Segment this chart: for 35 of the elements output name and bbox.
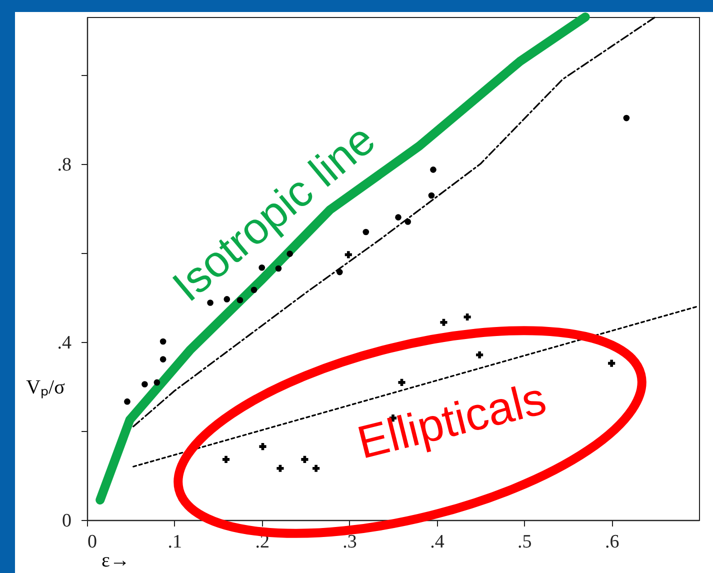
point bbox=[362, 228, 370, 236]
point bbox=[404, 218, 412, 225]
point bbox=[344, 251, 352, 258]
point bbox=[464, 313, 471, 321]
x-tick-label: .6 bbox=[604, 532, 620, 552]
point bbox=[142, 381, 148, 388]
point bbox=[259, 443, 266, 450]
point bbox=[312, 464, 320, 472]
point bbox=[301, 456, 308, 463]
x-axis-title: ε→ bbox=[102, 550, 130, 572]
point bbox=[276, 464, 284, 472]
point bbox=[160, 338, 166, 345]
point bbox=[440, 318, 448, 326]
y-tick-label: .4 bbox=[57, 332, 72, 354]
point bbox=[124, 398, 130, 405]
x-tick-label: .4 bbox=[430, 532, 445, 552]
point bbox=[336, 268, 343, 276]
x-tick-label: 0 bbox=[88, 532, 97, 552]
point bbox=[608, 360, 616, 367]
point bbox=[428, 192, 435, 199]
y-tick-label: .8 bbox=[57, 154, 72, 176]
point bbox=[476, 351, 484, 358]
point bbox=[160, 356, 166, 362]
x-tick-label: .3 bbox=[342, 532, 357, 552]
annotation: Ellipticals bbox=[352, 372, 551, 468]
point bbox=[623, 114, 630, 122]
y-tick-label: 0 bbox=[62, 510, 72, 532]
point bbox=[430, 166, 436, 173]
point bbox=[398, 378, 406, 386]
point bbox=[222, 456, 230, 463]
point bbox=[395, 214, 402, 220]
y-axis-title: Vₚ/σ bbox=[26, 376, 66, 398]
x-tick-label: .1 bbox=[168, 532, 182, 552]
point bbox=[154, 379, 160, 386]
x-tick-label: .5 bbox=[518, 532, 532, 552]
